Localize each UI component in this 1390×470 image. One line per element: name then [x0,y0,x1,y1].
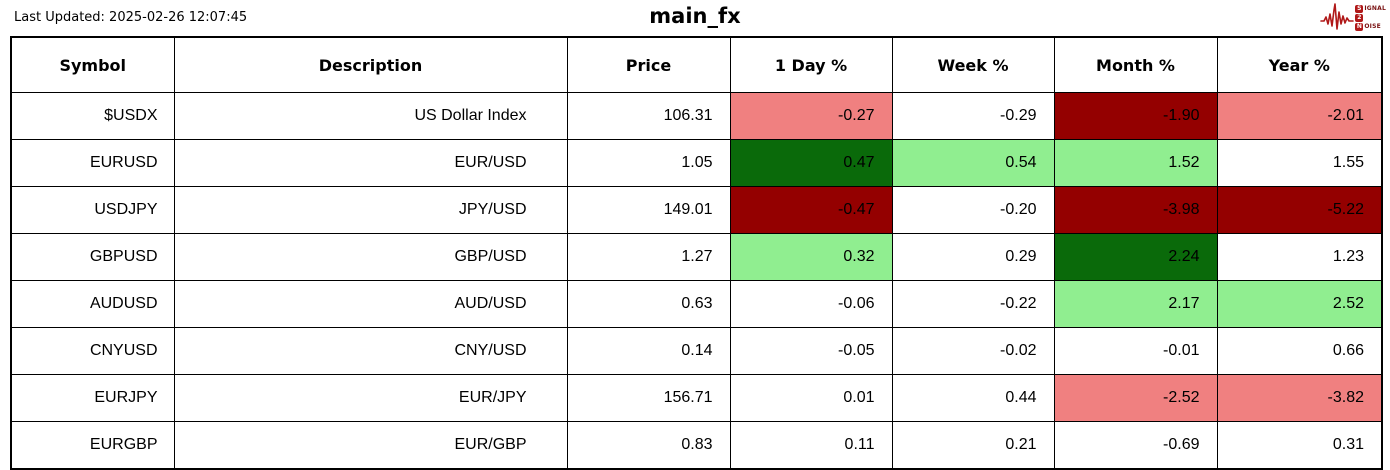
column-header-1-day: 1 Day % [729,36,893,93]
description-cell: JPY/USD [173,186,568,234]
fx-table-body: $USDX US Dollar Index 106.31 -0.27 -0.29 -1.9… [10,92,1383,470]
price-cell: 106.31 [566,92,731,140]
symbol-cell: EURUSD [10,139,175,187]
pct-cell-1day: 0.11 [729,421,893,470]
pct-cell-1day: -0.47 [729,186,893,234]
pct-cell-month: -2.52 [1053,374,1218,422]
column-header-symbol: Symbol [10,36,175,93]
table-row: GBPUSD GBP/USD 1.27 0.32 0.29 2.24 1.23 [10,233,1383,281]
pct-cell-week: 0.54 [891,139,1055,187]
description-cell: GBP/USD [173,233,568,281]
last-updated-label: Last Updated: 2025-02-26 12:07:45 [14,10,248,25]
table-row: EURUSD EUR/USD 1.05 0.47 0.54 1.52 1.55 [10,139,1383,187]
fx-table: Symbol Description Price 1 Day % Week % Month… [10,36,1383,470]
logo-letter-s: S [1355,5,1364,13]
pct-cell-1day: -0.27 [729,92,893,140]
pct-cell-year: 2.52 [1216,280,1383,328]
symbol-cell: $USDX [10,92,175,140]
pct-cell-year: 1.55 [1216,139,1383,187]
table-row: USDJPY JPY/USD 149.01 -0.47 -0.20 -3.98 -5.22 [10,186,1383,234]
pct-cell-month: -3.98 [1053,186,1218,234]
price-cell: 1.05 [566,139,731,187]
pct-cell-year: 0.31 [1216,421,1383,470]
column-header-year: Year % [1216,36,1383,93]
description-cell: EUR/JPY [173,374,568,422]
pct-cell-1day: 0.32 [729,233,893,281]
price-cell: 149.01 [566,186,731,234]
column-header-description: Description [173,36,568,93]
table-row: CNYUSD CNY/USD 0.14 -0.05 -0.02 -0.01 0.66 [10,327,1383,375]
waveform-icon [1320,2,1355,34]
symbol-cell: EURJPY [10,374,175,422]
pct-cell-week: 0.44 [891,374,1055,422]
pct-cell-1day: 0.47 [729,139,893,187]
signal2noise-logo: S IGNAL 2 N OISE [1320,2,1386,34]
logo-text: S IGNAL 2 N OISE [1355,5,1386,31]
symbol-cell: USDJPY [10,186,175,234]
price-cell: 0.14 [566,327,731,375]
pct-cell-month: 2.17 [1053,280,1218,328]
description-cell: US Dollar Index [173,92,568,140]
column-header-price: Price [566,36,731,93]
logo-letter-2: 2 [1355,14,1364,22]
price-cell: 0.83 [566,421,731,470]
symbol-cell: CNYUSD [10,327,175,375]
pct-cell-month: -1.90 [1053,92,1218,140]
pct-cell-month: 2.24 [1053,233,1218,281]
pct-cell-week: -0.22 [891,280,1055,328]
pct-cell-year: 1.23 [1216,233,1383,281]
header-row: Symbol Description Price 1 Day % Week % Month… [10,36,1383,93]
pct-cell-1day: 0.01 [729,374,893,422]
pct-cell-1day: -0.06 [729,280,893,328]
pct-cell-month: -0.69 [1053,421,1218,470]
symbol-cell: AUDUSD [10,280,175,328]
description-cell: EUR/GBP [173,421,568,470]
price-cell: 1.27 [566,233,731,281]
price-cell: 156.71 [566,374,731,422]
pct-cell-month: -0.01 [1053,327,1218,375]
price-cell: 0.63 [566,280,731,328]
pct-cell-week: -0.02 [891,327,1055,375]
pct-cell-month: 1.52 [1053,139,1218,187]
description-cell: AUD/USD [173,280,568,328]
column-header-month: Month % [1053,36,1218,93]
description-cell: CNY/USD [173,327,568,375]
pct-cell-year: 0.66 [1216,327,1383,375]
pct-cell-year: -3.82 [1216,374,1383,422]
pct-cell-year: -2.01 [1216,92,1383,140]
page-title: main_fx [649,4,741,28]
pct-cell-week: 0.21 [891,421,1055,470]
table-row: EURJPY EUR/JPY 156.71 0.01 0.44 -2.52 -3.82 [10,374,1383,422]
pct-cell-year: -5.22 [1216,186,1383,234]
pct-cell-week: -0.20 [891,186,1055,234]
description-cell: EUR/USD [173,139,568,187]
pct-cell-1day: -0.05 [729,327,893,375]
logo-letter-n: N [1355,23,1364,31]
column-header-week: Week % [891,36,1055,93]
symbol-cell: GBPUSD [10,233,175,281]
table-row: $USDX US Dollar Index 106.31 -0.27 -0.29 -1.9… [10,92,1383,140]
symbol-cell: EURGBP [10,421,175,470]
pct-cell-week: 0.29 [891,233,1055,281]
table-row: EURGBP EUR/GBP 0.83 0.11 0.21 -0.69 0.31 [10,421,1383,470]
pct-cell-week: -0.29 [891,92,1055,140]
table-row: AUDUSD AUD/USD 0.63 -0.06 -0.22 2.17 2.52 [10,280,1383,328]
fx-table-head: Symbol Description Price 1 Day % Week % Month… [10,36,1383,93]
